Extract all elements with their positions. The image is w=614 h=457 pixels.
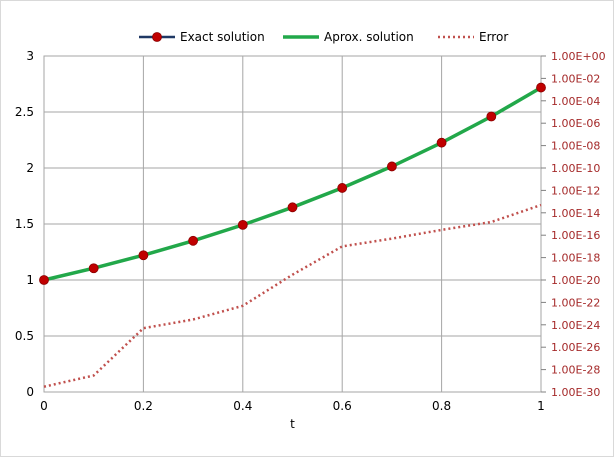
legend-label: Aprox. solution: [324, 30, 414, 44]
y-right-tick-label: 1.00E-10: [551, 162, 600, 175]
x-tick-label: 1: [537, 399, 545, 413]
legend-label: Error: [479, 30, 508, 44]
y-right-tick-label: 1.00E-18: [551, 252, 600, 265]
y-right-tick-label: 1.00E-06: [551, 117, 600, 130]
series-error-line: [43, 203, 542, 388]
y-left-tick-label: 2: [26, 161, 34, 175]
exact-point: [39, 275, 49, 285]
exact-point: [237, 219, 248, 230]
legend-item: Aprox. solution: [283, 30, 414, 44]
exact-point: [536, 82, 546, 93]
exact-point: [386, 161, 397, 172]
x-axis-title: t: [290, 417, 295, 431]
series-aprox-line: [43, 86, 542, 282]
legend-marker-exact: [152, 32, 162, 42]
legend-label: Exact solution: [180, 30, 265, 44]
y-right-tick-label: 1.00E-30: [551, 386, 600, 399]
exact-point: [436, 137, 447, 148]
y-right-tick-label: 1.00E-28: [551, 364, 600, 377]
exact-point: [138, 250, 149, 261]
y-left-tick-label: 0.5: [15, 329, 34, 343]
plot-area: [43, 55, 542, 393]
exact-point: [337, 183, 348, 193]
y-right-tick-label: 1.00E-04: [551, 95, 600, 108]
x-tick-label: 0: [40, 399, 48, 413]
x-tick-label: 0.2: [134, 399, 153, 413]
series: [39, 82, 546, 388]
y-right-tick-label: 1.00E-08: [551, 140, 600, 153]
y-right-tick-label: 1.00E-16: [551, 229, 600, 242]
legend: Exact solution Aprox. solution Error: [139, 30, 508, 44]
y-right-tick-label: 1.00E-12: [551, 184, 600, 197]
y-left-tick-label: 2.5: [15, 105, 34, 119]
x-tick-label: 0.4: [233, 399, 252, 413]
axes: 0 0.5 1 1.5 2 2.5 3 0 0.2 0.4 0.6 0.8 1 1.00E+00 1.00E…: [15, 49, 606, 413]
legend-item: Error: [438, 30, 508, 44]
y-right-tick-label: 1.00E-26: [551, 341, 600, 354]
exact-point: [188, 235, 199, 246]
y-left-tick-label: 3: [26, 49, 34, 63]
y-right-tick-label: 1.00E-22: [551, 296, 600, 309]
y-left-tick-label: 0: [26, 385, 34, 399]
y-left-tick-label: 1.5: [15, 217, 34, 231]
series-exact-line: [43, 86, 542, 282]
y-right-tick-label: 1.00E-02: [551, 72, 600, 85]
y-right-tick-label: 1.00E+00: [551, 50, 606, 63]
x-tick-label: 0.6: [333, 399, 352, 413]
exact-point: [287, 202, 298, 213]
y-right-tick-label: 1.00E-14: [551, 207, 600, 220]
exact-point: [88, 263, 99, 274]
y-right-tick-label: 1.00E-20: [551, 274, 600, 287]
gridlines: [43, 55, 542, 393]
y-left-tick-label: 1: [26, 273, 34, 287]
legend-item: Exact solution: [139, 30, 265, 44]
exact-point: [486, 111, 497, 122]
y-right-tick-label: 1.00E-24: [551, 319, 600, 332]
x-tick-label: 0.8: [432, 399, 451, 413]
